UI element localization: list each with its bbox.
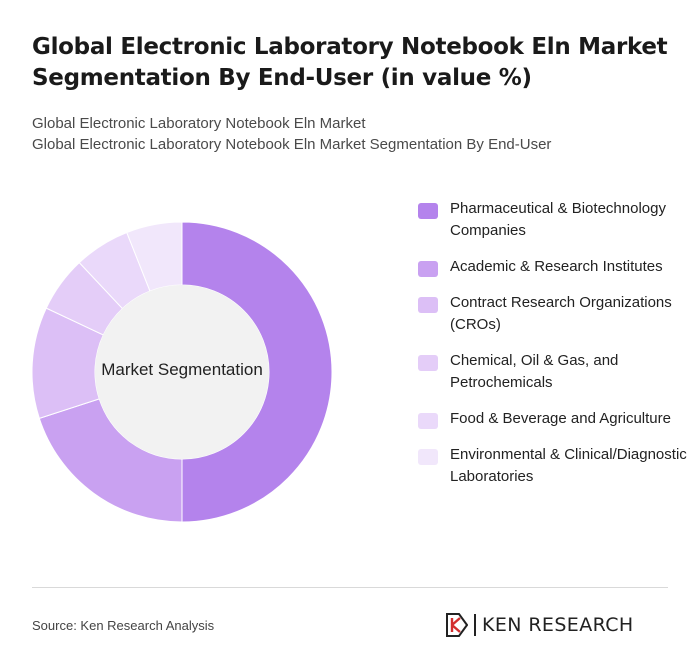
legend-swatch: [418, 355, 438, 371]
legend-label: Chemical, Oil & Gas, and Petrochemicals: [450, 352, 619, 391]
legend-swatch: [418, 413, 438, 429]
ken-research-logo: KEN RESEARCH: [446, 610, 670, 640]
legend-label: Contract Research Organizations (CROs): [450, 294, 672, 333]
donut-center-label: Market Segmentation: [101, 360, 263, 379]
legend-item: Contract Research Organizations (CROs): [418, 292, 688, 336]
legend-item: Chemical, Oil & Gas, and Petrochemicals: [418, 350, 688, 394]
legend-item: Environmental & Clinical/Diagnostic Labo…: [418, 444, 688, 488]
legend-label: Pharmaceutical & Biotechnology Companies: [450, 200, 666, 239]
legend-swatch: [418, 261, 438, 277]
source-note: Source: Ken Research Analysis: [32, 618, 215, 633]
legend-label: Food & Beverage and Agriculture: [450, 410, 671, 427]
legend-item: Pharmaceutical & Biotechnology Companies: [418, 198, 688, 242]
ken-research-logo-icon: [446, 613, 468, 637]
subtitle-line-1: Global Electronic Laboratory Notebook El…: [32, 115, 366, 132]
logo-separator: [474, 614, 476, 636]
legend-swatch: [418, 297, 438, 313]
donut-hole: [95, 285, 269, 459]
donut-chart: [32, 222, 332, 522]
legend-swatch: [418, 449, 438, 465]
legend-label: Environmental & Clinical/Diagnostic Labo…: [450, 446, 687, 485]
footer-divider: [32, 587, 668, 588]
logo-wordmark: KEN RESEARCH: [482, 614, 634, 636]
legend-label: Academic & Research Institutes: [450, 258, 663, 275]
subtitle-line-2: Global Electronic Laboratory Notebook El…: [32, 136, 552, 153]
legend-swatch: [418, 203, 438, 219]
legend-item: Academic & Research Institutes: [418, 256, 688, 278]
legend-item: Food & Beverage and Agriculture: [418, 408, 688, 430]
chart-subtitle: Global Electronic Laboratory Notebook El…: [32, 113, 672, 155]
chart-legend: Pharmaceutical & Biotechnology Companies…: [418, 198, 688, 502]
chart-title: Global Electronic Laboratory Notebook El…: [32, 34, 668, 91]
